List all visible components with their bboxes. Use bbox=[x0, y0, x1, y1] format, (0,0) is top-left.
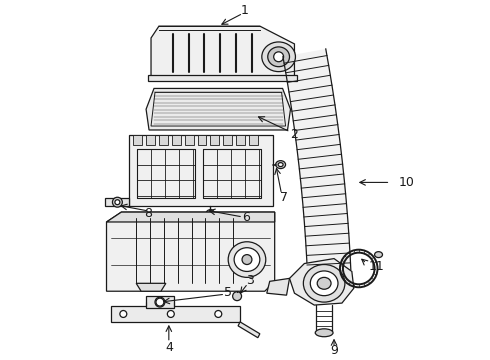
Ellipse shape bbox=[317, 277, 331, 289]
Bar bbox=[146, 135, 155, 145]
Polygon shape bbox=[267, 278, 290, 295]
Polygon shape bbox=[104, 198, 129, 206]
Polygon shape bbox=[106, 212, 275, 222]
Text: 11: 11 bbox=[368, 260, 384, 273]
Text: 1: 1 bbox=[241, 4, 249, 17]
Polygon shape bbox=[151, 26, 294, 77]
Bar bbox=[223, 135, 232, 145]
Ellipse shape bbox=[233, 292, 242, 301]
Bar bbox=[133, 135, 142, 145]
Text: 2: 2 bbox=[291, 129, 298, 141]
Bar bbox=[236, 135, 245, 145]
Ellipse shape bbox=[112, 197, 122, 207]
Bar bbox=[203, 149, 261, 198]
Ellipse shape bbox=[215, 311, 222, 318]
Polygon shape bbox=[129, 135, 273, 206]
Ellipse shape bbox=[228, 242, 266, 277]
Ellipse shape bbox=[242, 255, 252, 265]
Ellipse shape bbox=[168, 311, 174, 318]
Ellipse shape bbox=[120, 311, 127, 318]
Ellipse shape bbox=[268, 47, 290, 67]
Bar bbox=[159, 135, 168, 145]
Polygon shape bbox=[106, 212, 275, 291]
Ellipse shape bbox=[310, 271, 338, 296]
Bar bbox=[137, 149, 195, 198]
Polygon shape bbox=[148, 75, 297, 81]
Ellipse shape bbox=[234, 248, 260, 271]
Ellipse shape bbox=[303, 265, 345, 302]
Text: 10: 10 bbox=[398, 176, 414, 189]
Text: 9: 9 bbox=[330, 344, 338, 357]
Bar bbox=[185, 135, 194, 145]
Bar bbox=[146, 296, 174, 308]
Text: 7: 7 bbox=[280, 191, 288, 204]
Polygon shape bbox=[283, 49, 351, 271]
Ellipse shape bbox=[315, 329, 333, 337]
Ellipse shape bbox=[374, 252, 383, 258]
Text: 8: 8 bbox=[144, 207, 152, 220]
Polygon shape bbox=[290, 258, 354, 305]
Text: 3: 3 bbox=[246, 274, 254, 287]
Ellipse shape bbox=[278, 163, 283, 167]
Bar bbox=[249, 135, 258, 145]
Ellipse shape bbox=[156, 298, 164, 306]
Ellipse shape bbox=[262, 42, 295, 72]
Bar bbox=[197, 135, 206, 145]
Text: 5: 5 bbox=[224, 286, 232, 299]
Bar bbox=[210, 135, 220, 145]
Bar bbox=[172, 135, 181, 145]
Ellipse shape bbox=[206, 210, 215, 219]
Polygon shape bbox=[146, 89, 291, 130]
Ellipse shape bbox=[208, 212, 212, 216]
Ellipse shape bbox=[115, 200, 120, 205]
Ellipse shape bbox=[274, 52, 284, 62]
Text: 6: 6 bbox=[242, 211, 250, 224]
Text: 4: 4 bbox=[165, 341, 173, 354]
Bar bbox=[111, 306, 240, 322]
Polygon shape bbox=[238, 322, 260, 338]
Polygon shape bbox=[136, 283, 166, 291]
Ellipse shape bbox=[276, 161, 286, 168]
